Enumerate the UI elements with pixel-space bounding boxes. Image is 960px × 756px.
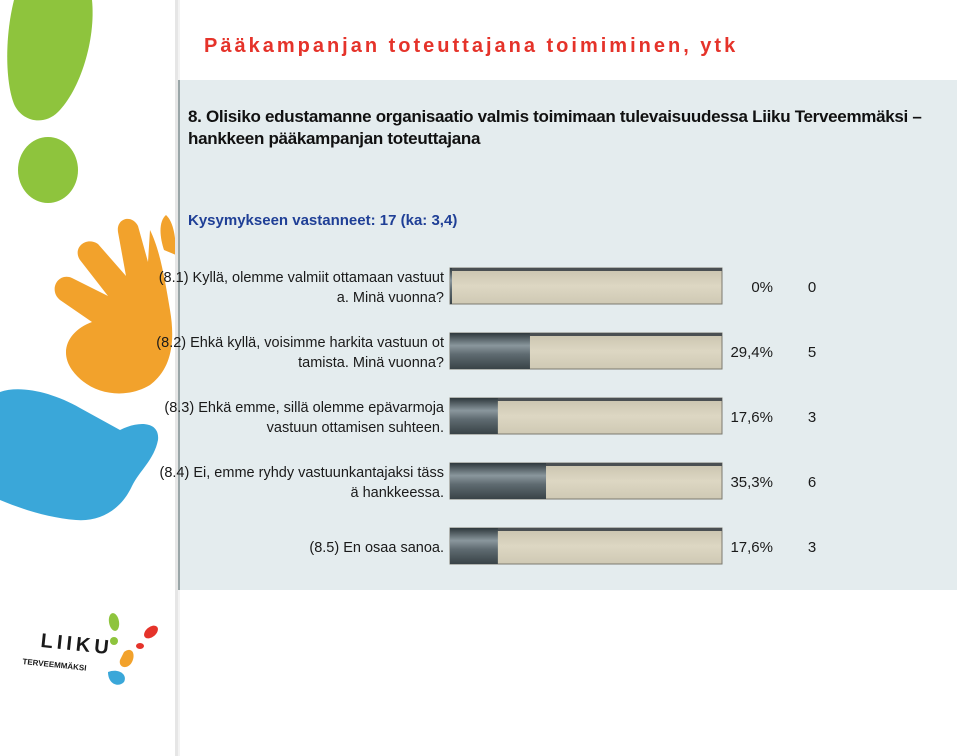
green-drop-icon [7,0,93,121]
bar-percent-label: 29,4% [730,344,773,361]
bar-fill [450,528,498,564]
bar-count-label: 5 [808,344,816,361]
bar-label: tamista. Minä vuonna? [298,355,444,371]
liiku-logo: LIIKU TERVEEMMÄKSI [22,613,158,685]
bar-label: (8.4) Ei, emme ryhdy vastuunkantajaksi t… [160,465,444,481]
bar-track-edge [450,528,722,531]
bar-label: (8.1) Kyllä, olemme valmiit ottamaan vas… [159,270,444,286]
bar-count-label: 6 [808,474,816,491]
bar-label: ä hankkeessa. [350,485,444,501]
bar-fill [450,398,498,434]
bar-fill [450,333,530,369]
bar-count-label: 0 [808,279,816,296]
bar-percent-label: 35,3% [730,474,773,491]
bar-label: a. Minä vuonna? [337,290,444,306]
bar-count-label: 3 [808,539,816,556]
bar-track-edge [450,333,722,336]
logo-subtitle: TERVEEMMÄKSI [22,657,87,673]
bar-label: vastuun ottamisen suhteen. [267,420,444,436]
logo-word: LIIKU [40,630,114,659]
orange-hand-icon [54,215,176,394]
question-title: 8. Olisiko edustamanne organisaatio valm… [188,107,922,148]
bar-count-label: 3 [808,409,816,426]
bar-percent-label: 0% [751,279,773,296]
blue-hand-icon [0,389,159,521]
bar-label: (8.3) Ehkä emme, sillä olemme epävarmoja [164,400,445,416]
bar-percent-label: 17,6% [730,539,773,556]
bar-fill [450,463,547,499]
bar-label: (8.5) En osaa sanoa. [309,540,444,556]
bar-percent-label: 17,6% [730,409,773,426]
bar-track-edge [450,268,722,271]
green-dot-icon [18,137,78,203]
slide-title: Pääkampanjan toteuttajana toimiminen, yt… [204,35,739,57]
bar-track [449,267,723,305]
bar-chart: (8.1) Kyllä, olemme valmiit ottamaan vas… [156,267,816,565]
bar-fill [450,268,452,304]
bar-label: (8.2) Ehkä kyllä, voisimme harkita vastu… [156,335,444,351]
respondents-count: Kysymykseen vastanneet: 17 (ka: 3,4) [188,212,458,229]
bar-track-edge [450,398,722,401]
decorative-hands-graphic [0,0,176,521]
bar-track-edge [450,463,722,466]
